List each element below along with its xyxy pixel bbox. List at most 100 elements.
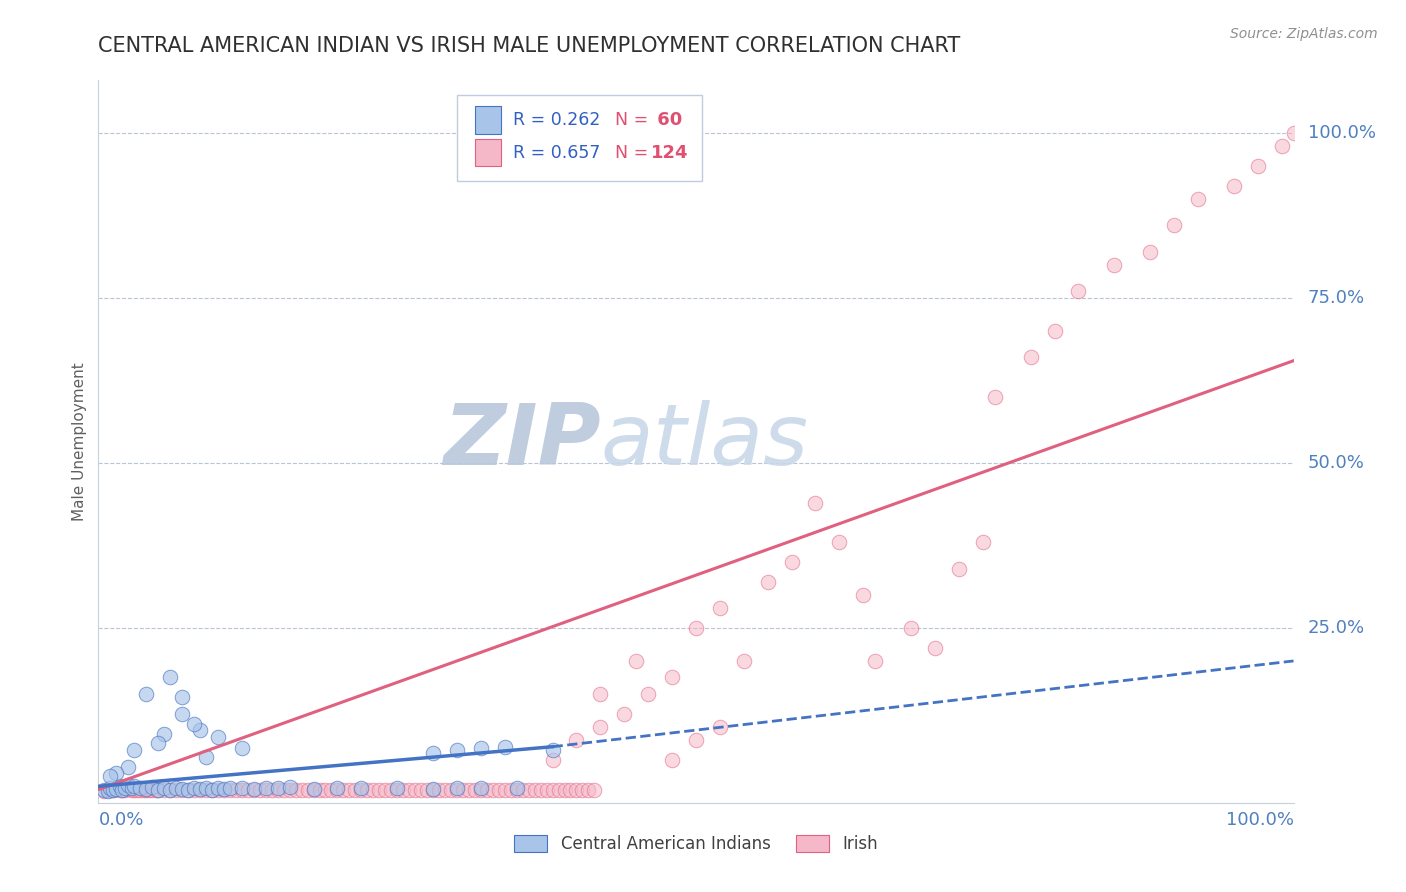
- Text: 124: 124: [651, 144, 688, 161]
- Point: [135, 687, 157, 701]
- Point: [297, 783, 319, 797]
- Point: [249, 783, 271, 797]
- Point: [494, 739, 516, 754]
- Point: [571, 783, 593, 797]
- Point: [117, 778, 139, 792]
- Point: [177, 783, 200, 797]
- Point: [254, 782, 277, 797]
- Point: [506, 780, 529, 795]
- Point: [172, 706, 194, 721]
- Point: [613, 706, 636, 721]
- Point: [125, 783, 148, 797]
- Point: [948, 561, 970, 575]
- Point: [291, 782, 314, 797]
- Point: [129, 780, 152, 795]
- Point: [207, 782, 229, 797]
- Point: [225, 783, 247, 797]
- Text: N =: N =: [614, 144, 654, 161]
- Point: [411, 782, 433, 797]
- Point: [111, 783, 134, 797]
- Point: [132, 783, 155, 797]
- Point: [709, 720, 731, 734]
- Point: [1271, 139, 1294, 153]
- Point: [530, 782, 553, 797]
- Point: [488, 783, 510, 797]
- Point: [339, 782, 361, 797]
- Point: [470, 781, 492, 796]
- Point: [98, 780, 122, 795]
- Point: [356, 783, 378, 797]
- Point: [1043, 324, 1066, 338]
- Point: [97, 784, 120, 798]
- Point: [183, 716, 205, 731]
- Point: [117, 781, 139, 796]
- Point: [756, 574, 779, 589]
- Text: 0.0%: 0.0%: [98, 812, 143, 830]
- Point: [1223, 178, 1246, 193]
- Point: [153, 781, 176, 796]
- Point: [464, 783, 486, 797]
- Point: [344, 783, 367, 797]
- Point: [121, 781, 143, 796]
- Text: 100.0%: 100.0%: [1226, 812, 1294, 830]
- Point: [685, 733, 707, 747]
- Text: R = 0.657: R = 0.657: [513, 144, 600, 161]
- Point: [243, 782, 266, 797]
- Point: [326, 781, 349, 796]
- Point: [117, 759, 139, 773]
- Point: [145, 783, 167, 797]
- Point: [121, 783, 143, 797]
- Point: [129, 782, 152, 797]
- Point: [148, 782, 170, 797]
- Point: [451, 783, 474, 797]
- Point: [98, 782, 122, 797]
- Point: [1139, 244, 1161, 259]
- Point: [440, 783, 463, 797]
- Point: [135, 782, 157, 797]
- Point: [541, 782, 564, 797]
- Point: [350, 782, 373, 797]
- Point: [828, 535, 851, 549]
- Point: [541, 743, 564, 757]
- Point: [446, 782, 468, 797]
- Text: CENTRAL AMERICAN INDIAN VS IRISH MALE UNEMPLOYMENT CORRELATION CHART: CENTRAL AMERICAN INDIAN VS IRISH MALE UN…: [98, 36, 960, 55]
- Point: [541, 753, 564, 767]
- FancyBboxPatch shape: [457, 95, 702, 181]
- Point: [852, 588, 875, 602]
- Point: [661, 753, 683, 767]
- Point: [900, 621, 922, 635]
- FancyBboxPatch shape: [475, 139, 501, 166]
- Point: [93, 782, 115, 797]
- Text: N =: N =: [614, 111, 654, 129]
- Point: [685, 621, 707, 635]
- Text: 60: 60: [651, 111, 682, 129]
- Point: [780, 555, 803, 569]
- Point: [165, 780, 187, 795]
- Legend: Central American Indians, Irish: Central American Indians, Irish: [508, 828, 884, 860]
- FancyBboxPatch shape: [475, 106, 501, 134]
- Point: [201, 783, 224, 797]
- Point: [326, 782, 349, 797]
- Point: [422, 781, 444, 796]
- Point: [499, 783, 522, 797]
- Point: [159, 783, 181, 797]
- Point: [1067, 285, 1090, 299]
- Point: [172, 782, 194, 797]
- Text: 75.0%: 75.0%: [1308, 289, 1365, 307]
- Point: [554, 782, 576, 797]
- Point: [392, 783, 415, 797]
- Point: [172, 690, 194, 705]
- Point: [565, 733, 588, 747]
- Point: [231, 782, 253, 797]
- Point: [219, 780, 242, 795]
- Point: [481, 782, 505, 797]
- Point: [135, 781, 157, 796]
- Point: [101, 783, 124, 797]
- Point: [536, 783, 558, 797]
- Point: [273, 783, 295, 797]
- Point: [321, 783, 343, 797]
- Point: [380, 783, 402, 797]
- Point: [105, 766, 128, 780]
- Point: [1104, 258, 1126, 272]
- Point: [267, 782, 290, 797]
